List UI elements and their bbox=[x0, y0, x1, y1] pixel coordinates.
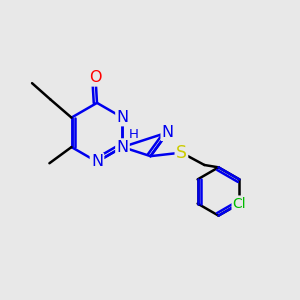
Text: O: O bbox=[89, 70, 102, 86]
Text: N: N bbox=[116, 110, 129, 125]
Text: N: N bbox=[162, 125, 174, 140]
Text: N: N bbox=[91, 154, 103, 169]
Text: S: S bbox=[176, 144, 187, 162]
Text: H: H bbox=[129, 128, 139, 141]
Text: Cl: Cl bbox=[232, 196, 246, 211]
Text: N: N bbox=[116, 140, 129, 154]
